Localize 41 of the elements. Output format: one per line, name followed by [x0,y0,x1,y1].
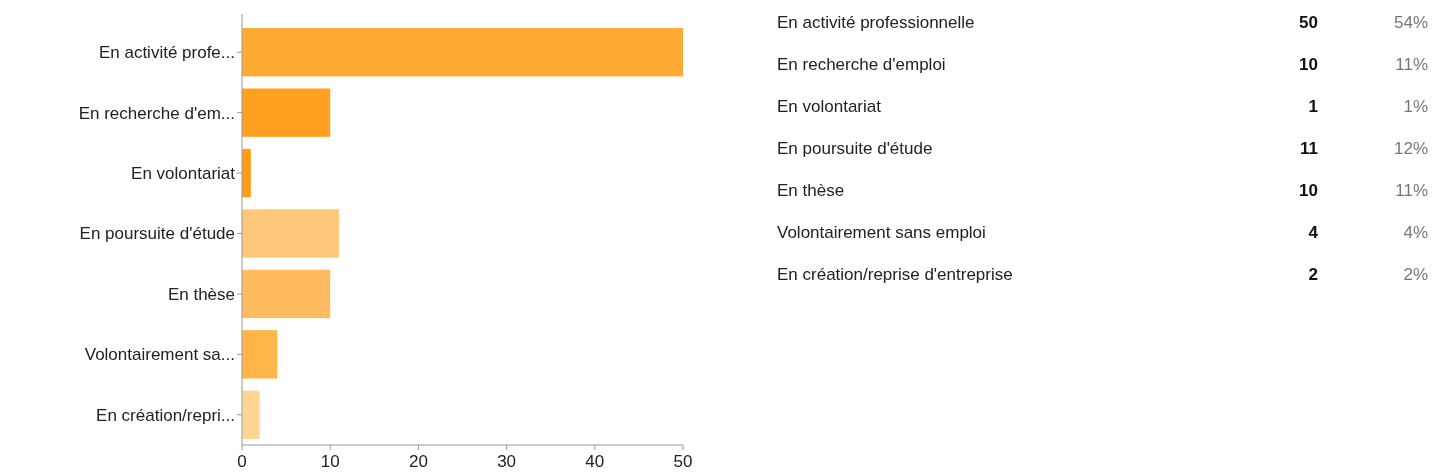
text: 54% [1393,13,1428,32]
x-tick-label: 0 [237,452,247,471]
bar [242,390,260,439]
x-tick-label: 20 [408,452,428,471]
text: 11 [1300,139,1318,158]
y-tick-label: En poursuite d'étude [79,224,235,244]
bar [242,330,278,379]
text: 50 [1299,13,1318,32]
y-tick-label: En création/repri... [96,405,235,425]
bar [242,269,331,319]
text: 10 [1299,181,1318,200]
x-tick-label: 40 [585,452,605,471]
text: En création/reprise d'entreprise [777,265,1013,284]
y-tick-label: Volontairement sa... [84,345,235,365]
bar [242,88,331,137]
x-tick-label: 10 [320,452,340,471]
text: 12% [1393,139,1428,158]
y-tick-label: En thèse [167,284,235,304]
x-tick-label: 50 [673,452,693,471]
y-tick-label: En activité profe... [98,43,235,63]
text: Volontairement sans emploi [777,223,986,242]
text: 11% [1395,55,1428,74]
x-tick-label: 30 [497,452,517,471]
text: En thèse [777,181,845,200]
text: 1 [1308,97,1318,116]
text: 10 [1299,55,1318,74]
text: 1% [1403,97,1428,116]
text: 4 [1308,223,1319,242]
y-tick-label: En recherche d'em... [78,103,235,123]
text: 2% [1403,265,1428,284]
text: 2 [1308,265,1318,284]
text: En activité professionnelle [777,13,975,32]
text: 11% [1395,181,1428,200]
bar [242,209,340,258]
bar [242,28,683,77]
text: En poursuite d'étude [777,139,933,158]
y-tick-label: En volontariat [131,164,236,184]
text: En recherche d'emploi [777,55,946,74]
text: 4% [1403,223,1428,242]
text: En volontariat [777,97,882,116]
bar [242,148,251,198]
